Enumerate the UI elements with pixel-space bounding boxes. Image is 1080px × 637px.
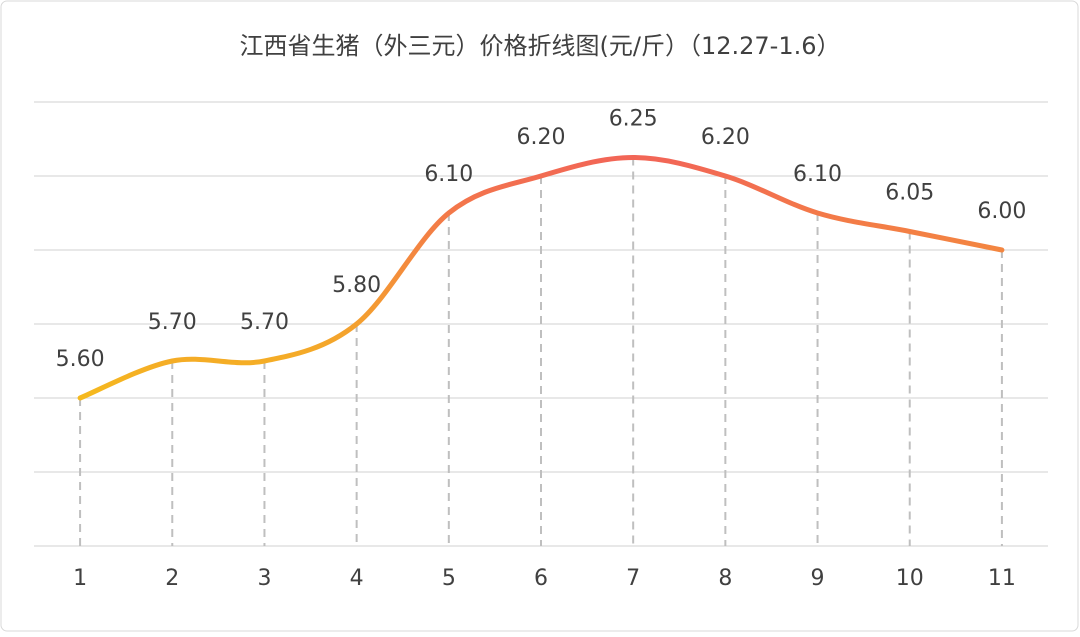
data-label: 5.80 xyxy=(332,273,381,298)
data-label: 5.70 xyxy=(148,310,197,335)
data-label: 6.10 xyxy=(793,162,842,187)
x-tick-label: 5 xyxy=(442,566,456,591)
data-label: 6.05 xyxy=(885,181,934,206)
data-label: 6.25 xyxy=(609,107,658,132)
data-label: 5.70 xyxy=(240,310,289,335)
data-label: 6.20 xyxy=(517,125,566,150)
data-label: 5.60 xyxy=(56,347,105,372)
data-label: 6.10 xyxy=(424,162,473,187)
x-tick-label: 7 xyxy=(626,566,640,591)
x-tick-label: 4 xyxy=(350,566,364,591)
data-label: 6.20 xyxy=(701,125,750,150)
x-tick-label: 2 xyxy=(165,566,179,591)
x-tick-label: 6 xyxy=(534,566,548,591)
x-tick-label: 1 xyxy=(73,566,87,591)
data-label: 6.00 xyxy=(977,199,1026,224)
x-tick-label: 10 xyxy=(896,566,924,591)
x-tick-label: 9 xyxy=(811,566,825,591)
x-tick-label: 11 xyxy=(988,566,1016,591)
chart-title: 江西省生猪（外三元）价格折线图(元/斤）（12.27-1.6） xyxy=(240,32,841,60)
x-tick-label: 3 xyxy=(257,566,271,591)
x-tick-label: 8 xyxy=(718,566,732,591)
line xyxy=(77,154,1005,401)
